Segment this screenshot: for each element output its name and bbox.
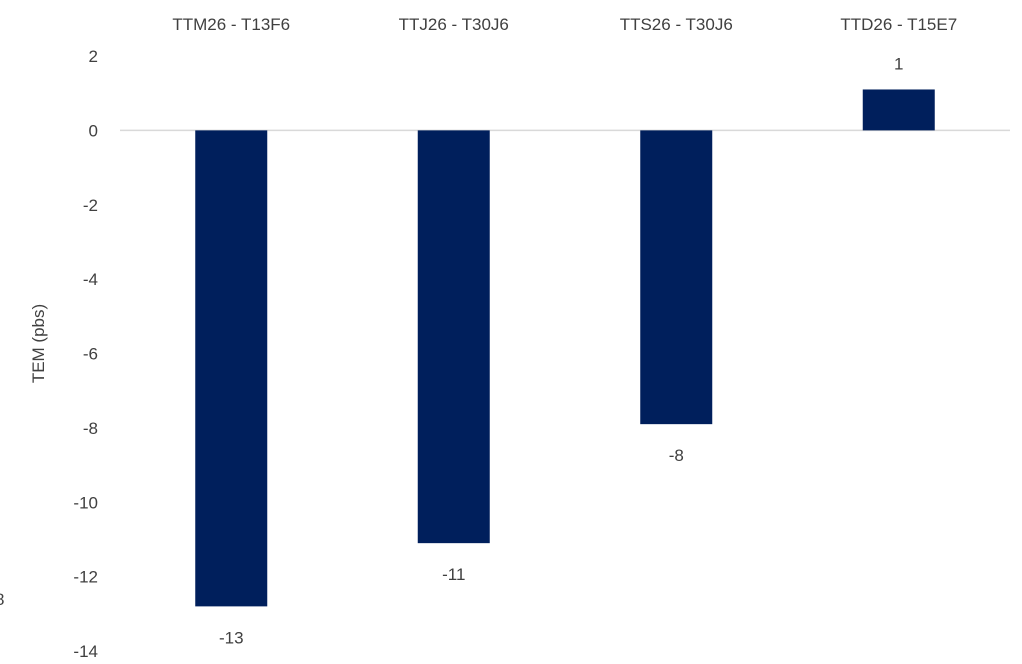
category-labels-group: TTM26 - T13F6 TTJ26 - T30J6 TTS26 - T30J6 T…: [172, 15, 957, 34]
category-label: TTD26 - T15E7: [840, 15, 957, 34]
bar: [862, 89, 935, 131]
y-tick-label: -6: [83, 345, 98, 364]
category-label: TTJ26 - T30J6: [399, 15, 509, 34]
y-axis-title: TEM (pbs): [29, 304, 48, 383]
y-tick-label: -14: [73, 642, 98, 661]
category-label: TTS26 - T30J6: [620, 15, 733, 34]
bar-data-label: -8: [669, 446, 684, 465]
clipped-text-fragment: 8: [0, 590, 4, 609]
y-tick-label: -2: [83, 196, 98, 215]
y-tick-label: 2: [89, 47, 98, 66]
data-labels-group: -13 -11 -8 1: [219, 54, 904, 647]
bar-data-label: 1: [894, 54, 903, 73]
bar: [195, 130, 268, 607]
y-tick-label: -12: [73, 568, 98, 587]
y-tick-label: -8: [83, 419, 98, 438]
y-tick-label: 0: [89, 121, 98, 140]
bar-data-label: -13: [219, 628, 244, 647]
y-axis: 2 0 -2 -4 -6 -8 -10 -12 -14: [73, 47, 98, 661]
bars-group: [195, 89, 935, 607]
y-tick-label: -4: [83, 270, 98, 289]
bar: [640, 130, 713, 425]
bar: [417, 130, 490, 544]
category-label: TTM26 - T13F6: [172, 15, 290, 34]
y-tick-label: -10: [73, 493, 98, 512]
bar-data-label: -11: [442, 565, 465, 584]
